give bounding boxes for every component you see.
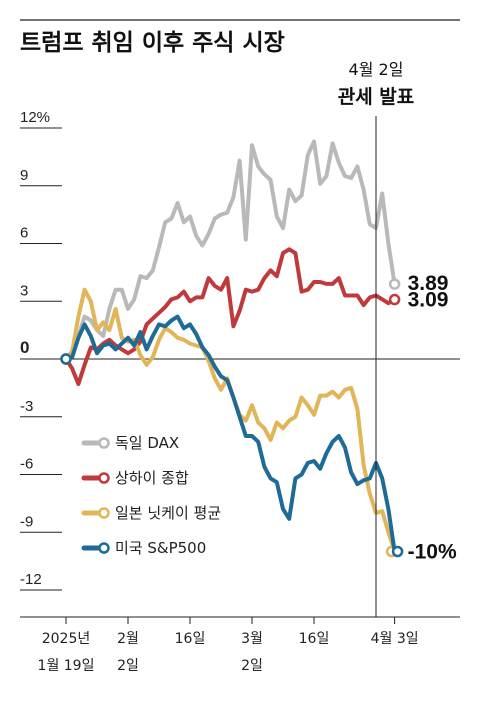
x-tick-label: 1월 19일 xyxy=(38,658,95,674)
end-label-1: 3.09 xyxy=(408,289,449,312)
series-end-point xyxy=(388,293,401,306)
legend-label: 미국 S&P500 xyxy=(115,539,206,557)
y-tick-label: 9 xyxy=(20,167,28,184)
series-line-0 xyxy=(64,139,397,361)
series-line-3 xyxy=(64,314,397,554)
y-tick-label: 12% xyxy=(20,109,50,126)
y-tick-label: 0 xyxy=(20,338,29,357)
legend-swatch-marker xyxy=(98,542,110,554)
chart-title: 트럼프 취임 이후 주식 시장 xyxy=(20,30,285,56)
x-tick-label: 2일 xyxy=(117,658,139,674)
x-tick-label: 2일 xyxy=(241,658,263,674)
legend-label: 상하이 종합 xyxy=(115,469,189,487)
end-label-0: 3.89 xyxy=(408,272,449,295)
legend-label: 일본 닛케이 평균 xyxy=(115,504,221,522)
x-tick-label: 2월 xyxy=(117,631,139,647)
y-tick-label: 3 xyxy=(20,282,28,299)
annotation-text: 관세 발표 xyxy=(338,86,415,108)
annotation-date: 4월 2일 xyxy=(349,60,404,79)
series-layer xyxy=(60,139,404,558)
y-tick-label: -6 xyxy=(20,456,33,473)
series-end-point xyxy=(391,545,404,558)
x-tick-label: 16일 xyxy=(175,631,206,647)
y-tick-label: -3 xyxy=(20,398,33,415)
y-tick-label: -9 xyxy=(20,513,33,530)
x-tick-label: 4월 3일 xyxy=(371,631,419,647)
series-start-point xyxy=(60,353,72,365)
legend-swatch-marker xyxy=(98,507,110,519)
x-tick-label: 2025년 xyxy=(42,631,91,647)
y-tick-label: -12 xyxy=(20,571,42,588)
series-end-point xyxy=(388,278,401,290)
y-tick-label: 6 xyxy=(20,225,28,242)
x-tick-label: 16일 xyxy=(299,631,330,647)
series-line-1 xyxy=(64,247,397,386)
x-tick-label: 3월 xyxy=(241,631,263,647)
legend-swatch-marker xyxy=(98,437,110,449)
legend-swatch-marker xyxy=(98,472,110,484)
end-label-3: -10% xyxy=(408,541,457,564)
axes: 12% 9 6 3 0 -3 -6 -9 -12 2025년 1월 19일 2월 2일 16일 3월 2일 16… xyxy=(20,109,460,674)
end-labels: 3.893.09 -10% xyxy=(408,272,457,563)
legend-label: 독일 DAX xyxy=(115,434,179,452)
